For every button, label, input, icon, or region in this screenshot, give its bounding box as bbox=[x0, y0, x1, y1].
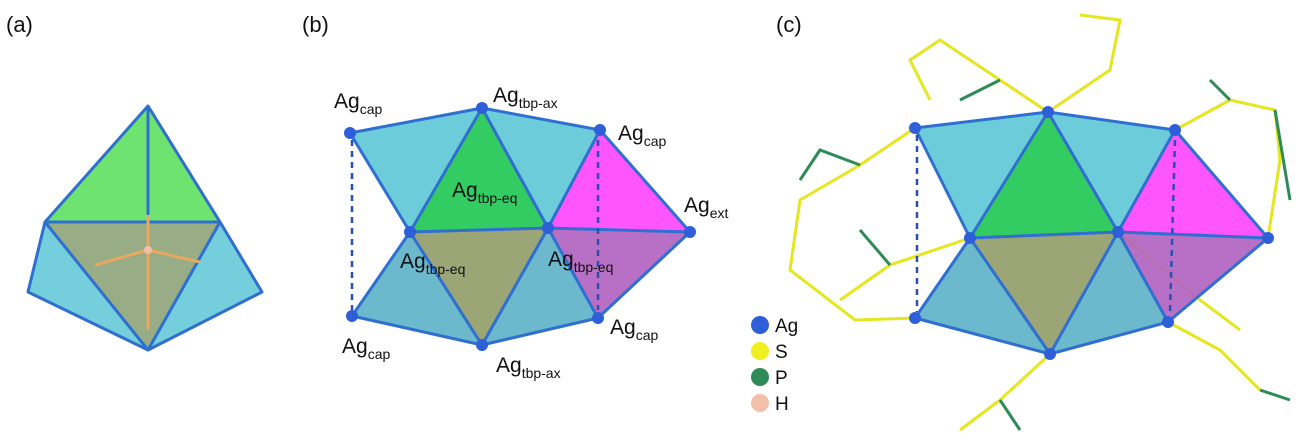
legend-swatch bbox=[751, 394, 769, 412]
atom-labels: Agcap Agtbp-ax Agcap Agtbp-eq Agext Agtb… bbox=[334, 84, 728, 381]
legend-label: S bbox=[775, 342, 788, 363]
atoms-b bbox=[344, 102, 696, 351]
legend-swatch bbox=[751, 368, 769, 386]
legend-label: H bbox=[775, 394, 789, 415]
atom-label: Agtbp-ax bbox=[496, 354, 561, 381]
atom-label: Agcap bbox=[334, 90, 382, 117]
atom-label: Agtbp-eq bbox=[548, 248, 613, 275]
atom-label: Agcap bbox=[618, 122, 666, 149]
legend: Ag SPH bbox=[751, 316, 798, 415]
atom-label: Agtbp-eq bbox=[452, 179, 517, 206]
atoms-c bbox=[909, 106, 1274, 360]
legend-swatch bbox=[751, 316, 769, 334]
atom-label: Agcap bbox=[610, 316, 658, 343]
atom-label: Agtbp-eq bbox=[400, 250, 465, 277]
polyhedron-a bbox=[26, 104, 264, 352]
atom-label: Agcap bbox=[342, 335, 390, 362]
atom-label: Agext bbox=[684, 194, 728, 221]
ligands-c bbox=[788, 13, 1292, 432]
legend-label: P bbox=[775, 368, 788, 389]
atom-label: Agtbp-ax bbox=[493, 84, 558, 111]
legend-label: Ag bbox=[775, 316, 798, 337]
panel-label: (b) bbox=[302, 12, 329, 37]
panel-label: (a) bbox=[6, 12, 33, 37]
legend-swatch bbox=[751, 342, 769, 360]
panel-label: (c) bbox=[776, 12, 802, 37]
